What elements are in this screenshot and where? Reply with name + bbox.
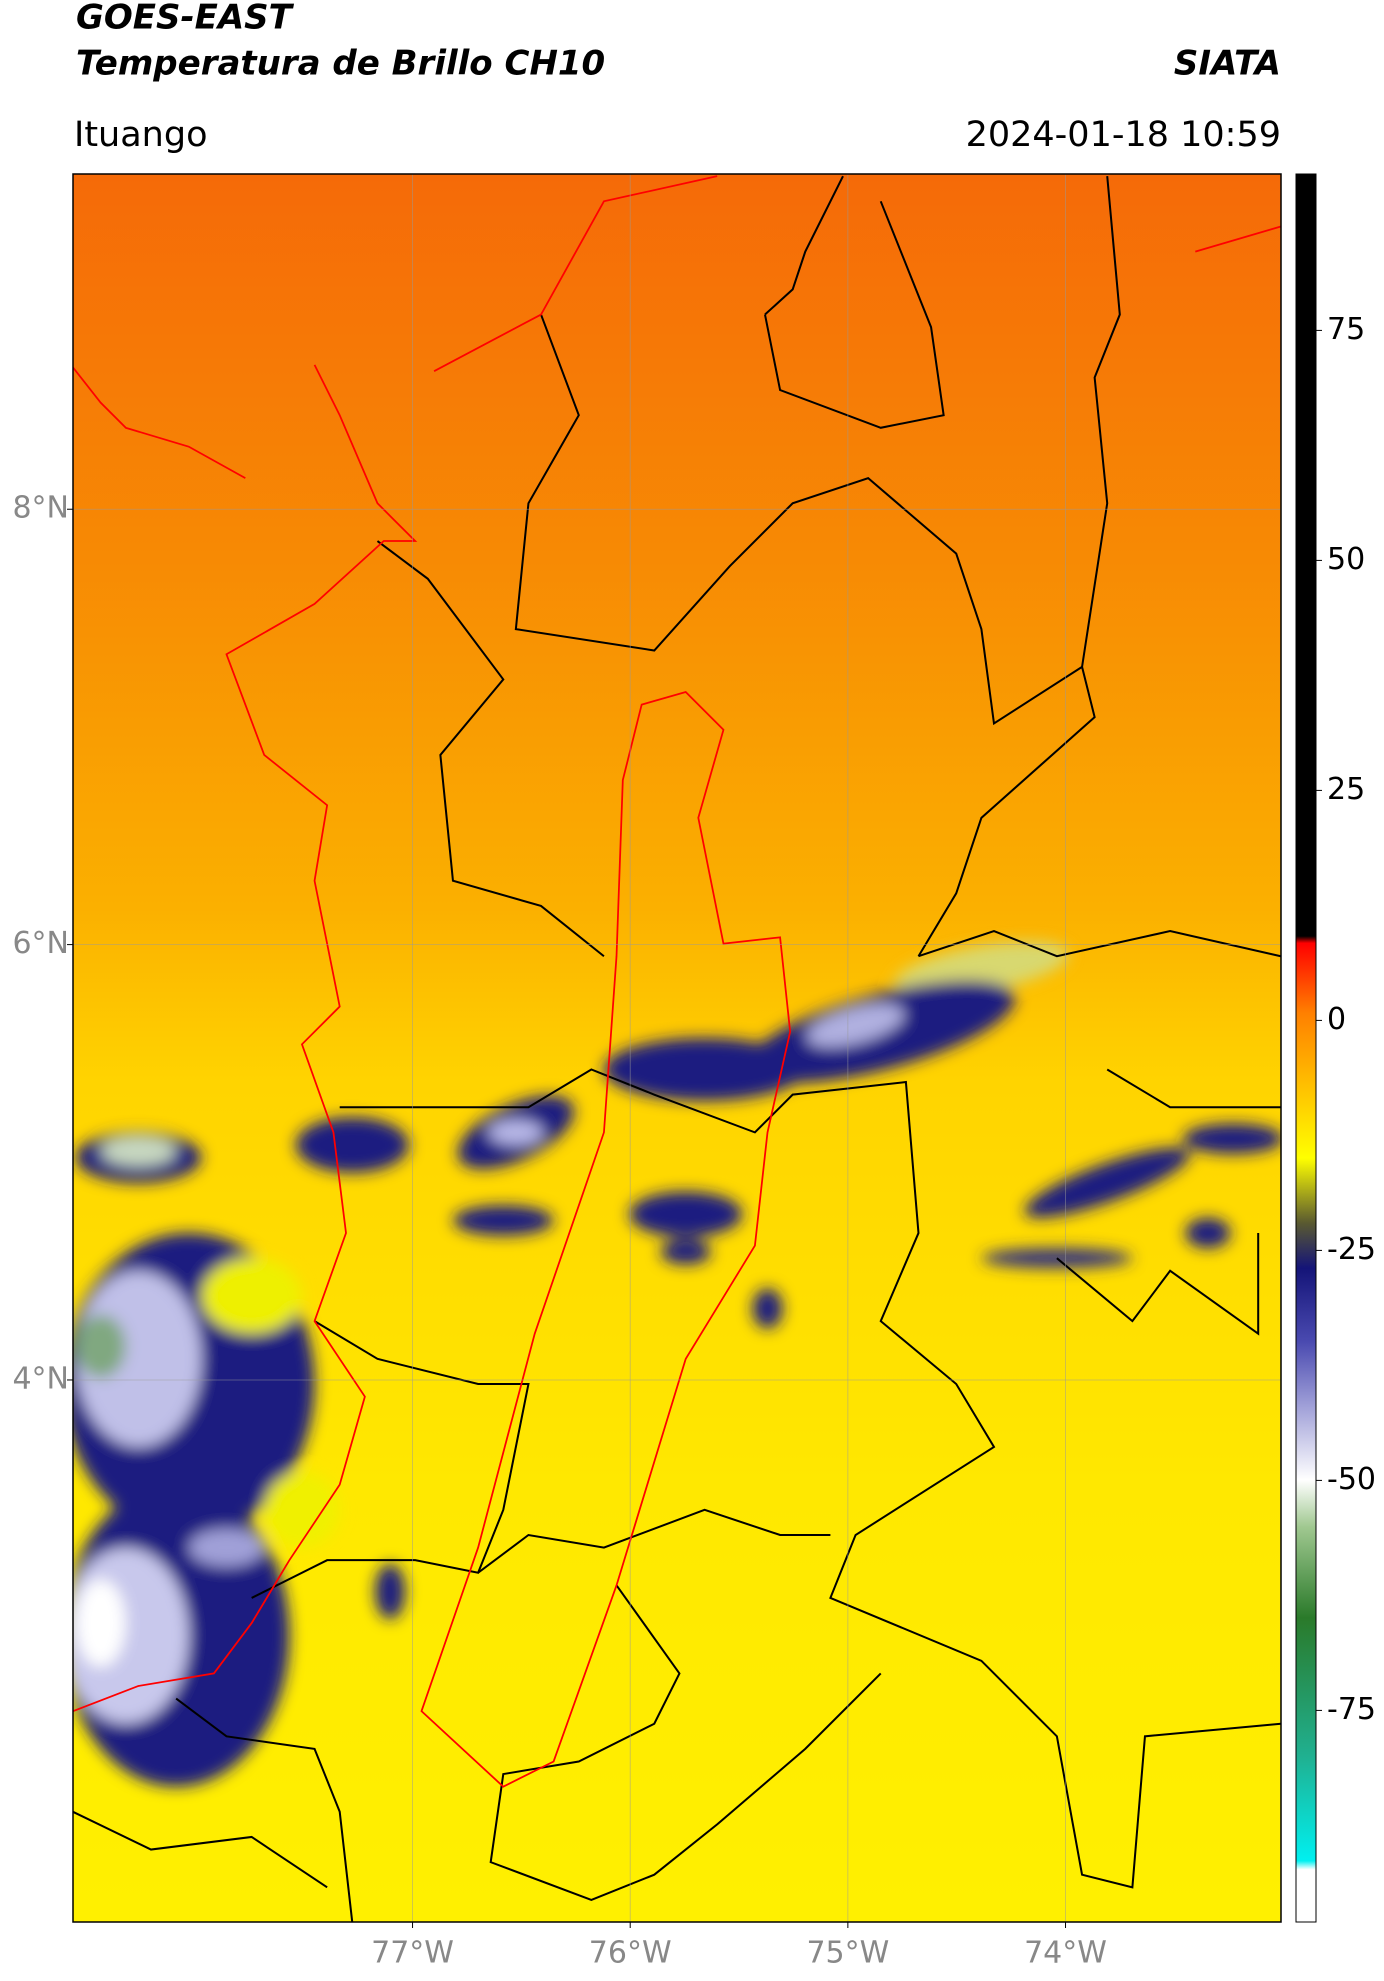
lat-label: 6°N [12,926,69,961]
lon-label: 76°W [589,1936,672,1971]
region: Ituango [74,115,208,155]
colorbar-tick-label: 0 [1327,1002,1346,1037]
map-frame [72,173,1282,1923]
colorbar-tick-label: -50 [1327,1462,1376,1497]
subtitle: Temperatura de Brillo CH10 [76,44,605,84]
lon-label: 77°W [371,1936,454,1971]
lon-label: 74°W [1024,1936,1107,1971]
title: GOES-EAST [76,0,295,38]
colorbar-tick-label: 50 [1327,542,1365,577]
colorbar-tick-label: -75 [1327,1692,1376,1727]
lat-label: 4°N [12,1361,69,1396]
colorbar-tick-label: 75 [1327,312,1365,347]
map-area [73,174,1281,1922]
colorbar-tick-label: -25 [1327,1232,1376,1267]
coastline [73,175,1281,1788]
lon-label: 75°W [806,1936,889,1971]
lat-label: 8°N [12,491,69,526]
colorbar [1295,173,1317,1923]
colorbar-tick-label: 25 [1327,772,1365,807]
borders [73,175,1281,1922]
timestamp: 2024-01-18 10:59 [966,115,1281,155]
source: SIATA [1174,44,1281,84]
grid [73,174,1281,1922]
